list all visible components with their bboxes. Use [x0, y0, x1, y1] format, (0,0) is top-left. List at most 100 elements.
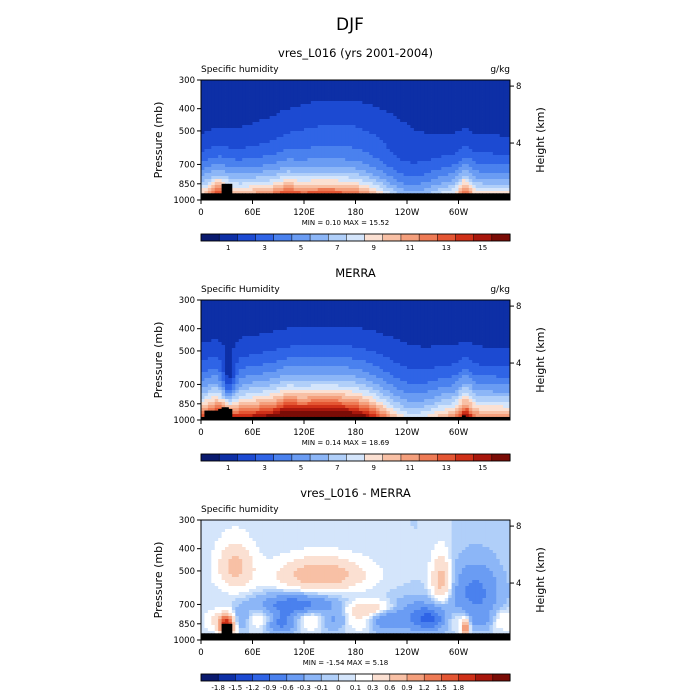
heatmap-cell [427, 185, 432, 189]
heatmap-cell [331, 89, 336, 93]
heatmap-cell [259, 116, 264, 120]
heatmap-cell [338, 324, 343, 328]
heatmap-cell [400, 167, 404, 171]
heatmap-cell [204, 321, 209, 325]
heatmap-cell [376, 98, 380, 102]
heatmap-cell [300, 324, 305, 328]
heatmap-cell [386, 119, 391, 123]
heatmap-cell [431, 80, 435, 84]
heatmap-cell [489, 149, 494, 153]
heatmap-cell [420, 92, 425, 96]
heatmap-cell [300, 176, 305, 180]
heatmap-cell [345, 89, 350, 93]
heatmap-cell [413, 134, 418, 138]
heatmap-cell [290, 173, 295, 177]
heatmap-cell [379, 309, 384, 313]
heatmap-cell [266, 164, 271, 168]
heatmap-cell [499, 122, 504, 126]
heatmap-cell [348, 300, 353, 304]
heatmap-cell [228, 80, 233, 84]
heatmap-cell [238, 134, 243, 138]
heatmap-cell [341, 92, 346, 96]
heatmap-cell [444, 170, 449, 174]
heatmap-cell [201, 191, 205, 195]
heatmap-cell [238, 104, 243, 108]
heatmap-cell [369, 312, 374, 316]
heatmap-cell [496, 95, 501, 99]
heatmap-cell [448, 107, 453, 111]
heatmap-cell [461, 324, 466, 328]
heatmap-cell [393, 179, 398, 183]
heatmap-cell [334, 80, 339, 84]
heatmap-cell [492, 107, 497, 111]
heatmap-cell [204, 179, 209, 183]
heatmap-cell [472, 101, 477, 105]
heatmap-cell [434, 116, 439, 120]
heatmap-cell [211, 95, 216, 99]
heatmap-cell [427, 110, 432, 114]
heatmap-cell [348, 306, 353, 310]
heatmap-cell [420, 86, 425, 90]
heatmap-cell [407, 188, 411, 192]
heatmap-cell [207, 134, 212, 138]
heatmap-cell [221, 155, 226, 159]
heatmap-cell [448, 333, 453, 337]
heatmap-cell [307, 125, 312, 129]
heatmap-cell [310, 182, 315, 186]
heatmap-cell [393, 167, 398, 171]
heatmap-cell [424, 158, 428, 162]
heatmap-cell [403, 107, 408, 111]
heatmap-cell [393, 116, 398, 120]
heatmap-cell [207, 185, 212, 189]
heatmap-cell [214, 306, 219, 310]
heatmap-cell [269, 300, 274, 304]
heatmap-cell [262, 191, 267, 195]
heatmap-cell [228, 318, 233, 322]
heatmap-cell [475, 107, 480, 111]
heatmap-cell [389, 167, 394, 171]
heatmap-cell [201, 116, 205, 120]
heatmap-cell [503, 131, 507, 135]
heatmap-cell [479, 167, 483, 171]
heatmap-cell [352, 176, 356, 180]
heatmap-cell [417, 146, 422, 150]
heatmap-cell [310, 158, 315, 162]
heatmap-cell [348, 339, 353, 343]
heatmap-cell [482, 303, 487, 307]
heatmap-cell [461, 173, 466, 177]
heatmap-cell [290, 336, 295, 340]
heatmap-cell [262, 179, 267, 183]
heatmap-cell [431, 119, 435, 123]
heatmap-cell [475, 312, 480, 316]
heatmap-cell [283, 134, 288, 138]
heatmap-cell [365, 101, 370, 105]
heatmap-cell [386, 146, 391, 150]
heatmap-cell [451, 327, 456, 331]
heatmap-cell [221, 107, 226, 111]
heatmap-cell [276, 128, 281, 132]
topography-mask [317, 193, 322, 200]
heatmap-cell [269, 101, 274, 105]
heatmap-cell [382, 95, 387, 99]
heatmap-cell [434, 164, 439, 168]
heatmap-cell [242, 140, 247, 144]
heatmap-cell [345, 327, 350, 331]
heatmap-cell [407, 149, 411, 153]
heatmap-cell [338, 149, 343, 153]
heatmap-cell [255, 167, 260, 171]
heatmap-cell [506, 170, 511, 174]
heatmap-cell [331, 176, 336, 180]
heatmap-cell [249, 134, 253, 138]
heatmap-cell [506, 146, 511, 150]
heatmap-cell [434, 86, 439, 90]
heatmap-cell [458, 333, 463, 337]
heatmap-cell [441, 119, 446, 123]
heatmap-cell [451, 89, 456, 93]
heatmap-cell [358, 131, 363, 135]
heatmap-cell [228, 170, 233, 174]
heatmap-cell [417, 125, 422, 129]
heatmap-cell [225, 176, 229, 180]
heatmap-cell [403, 315, 408, 319]
heatmap-cell [262, 164, 267, 168]
heatmap-cell [321, 173, 325, 177]
